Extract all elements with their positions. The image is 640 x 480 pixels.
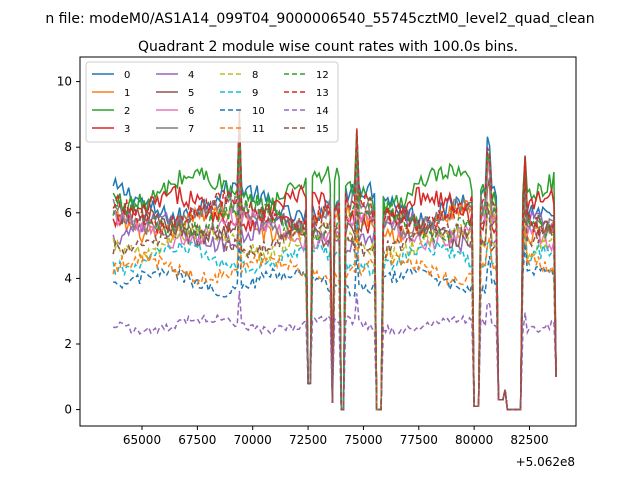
x-tick-label: 70000: [234, 433, 272, 447]
legend-label-5: 5: [188, 88, 194, 99]
y-tick-label: 8: [64, 140, 72, 154]
x-tick-label: 80000: [455, 433, 493, 447]
y-tick-label: 2: [64, 337, 72, 351]
legend-label-2: 2: [124, 106, 130, 117]
plot-frame: [79, 56, 577, 427]
legend-label-9: 9: [252, 88, 258, 99]
legend-label-6: 6: [188, 106, 194, 117]
legend-label-11: 11: [252, 124, 265, 135]
chart-title: Quadrant 2 module wise count rates with …: [138, 39, 518, 55]
series-line-11: [112, 215, 557, 411]
series-line-2: [112, 114, 557, 411]
y-axis: 0 2 4 6 8 10: [57, 75, 80, 417]
x-tick-label: 77500: [400, 433, 438, 447]
legend-label-0: 0: [124, 70, 130, 81]
y-tick-label: 0: [64, 403, 72, 417]
series-line-14: [113, 290, 557, 411]
x-tick-label: 65000: [123, 433, 161, 447]
figure-suptitle: n file: modeM0/AS1A14_099T04_9000006540_…: [45, 11, 594, 27]
x-axis: 65000 67500 70000 72500 75000 77500 80000 82500: [123, 426, 549, 447]
legend-box: [85, 61, 339, 143]
y-tick-label: 6: [64, 206, 72, 220]
x-tick-label: 67500: [178, 433, 216, 447]
legend-label-8: 8: [252, 70, 258, 81]
legend-label-14: 14: [316, 106, 329, 117]
legend-label-13: 13: [316, 88, 329, 99]
legend-label-15: 15: [316, 124, 329, 135]
x-tick-label: 72500: [289, 433, 327, 447]
y-tick-label: 10: [57, 75, 72, 89]
x-tick-label: 75000: [344, 433, 382, 447]
series-layer: [112, 109, 557, 411]
x-tick-label: 82500: [510, 433, 548, 447]
y-tick-label: 4: [64, 271, 72, 285]
series-line-13: [112, 109, 557, 411]
series-line-15: [112, 193, 557, 411]
legend-label-12: 12: [316, 70, 329, 81]
legend-label-3: 3: [124, 124, 130, 135]
legend-label-7: 7: [188, 124, 194, 135]
legend-label-1: 1: [124, 88, 130, 99]
legend-label-4: 4: [188, 70, 194, 81]
legend-label-10: 10: [252, 106, 265, 117]
x-offset-label: +5.062e8: [516, 455, 575, 469]
